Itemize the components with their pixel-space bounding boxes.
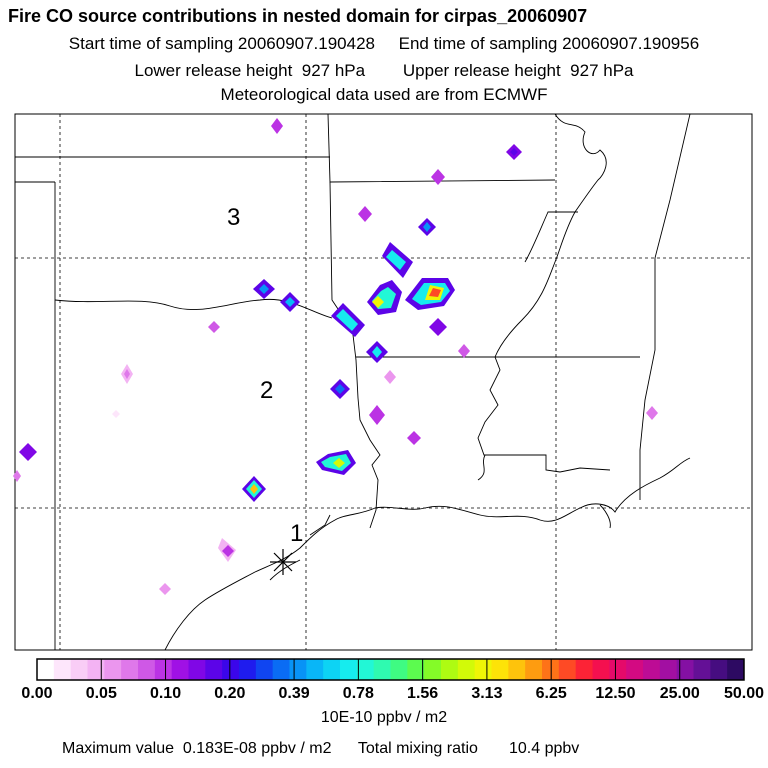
plume-cell [316,450,356,475]
colorbar-cell [727,659,745,680]
colorbar-cell [154,659,173,680]
colorbar-cell [508,659,526,680]
plume-cell [330,379,350,399]
colorbar-cell [188,659,206,680]
colorbar-cell [525,659,543,680]
colorbar-cell [609,659,627,680]
summary-line: Maximum value 0.183E-08 ppbv / m2 Total … [62,740,580,757]
plume-cell [646,406,658,420]
colorbar-cell [407,659,425,680]
colorbar-tick-label: 1.56 [407,685,439,702]
colorbar-cell [356,659,375,680]
plume-cell [19,443,37,461]
plume-cell [506,144,522,160]
plume-cell [159,583,171,595]
colorbar-cell [424,659,442,680]
colorbar-cell [441,659,459,680]
lat-lon-gridlines [15,114,752,650]
colorbar-cell [255,659,274,680]
plume-cell [405,278,455,310]
colorbar-tick-label: 3.13 [471,685,503,702]
source-contributions [13,118,658,595]
plot-title: Fire CO source contributions in nested d… [8,6,588,26]
plume-cell [382,242,413,278]
plume-cell [431,169,445,185]
colorbar-cell [340,659,358,680]
colorbar-tick-label: 50.00 [723,685,765,702]
colorbar-cell [693,659,711,680]
region-label-2: 2 [260,377,273,404]
met-data-line: Meteorological data used are from ECMWF [220,85,548,104]
map-frame [14,113,753,651]
colorbar-cell [239,659,257,680]
plume-cell [121,364,133,384]
colorbar-cell [643,659,661,680]
colorbar-cell [306,659,324,680]
region-label-3: 3 [227,204,240,231]
colorbar-cell [289,659,307,680]
plume-cell [358,206,372,222]
colorbar-tick-label: 0.39 [278,685,310,702]
plume-cell [253,279,275,299]
colorbar-cell [323,659,341,680]
colorbar-cell [272,659,290,680]
colorbar-cell [53,659,72,680]
colorbar-cell [37,659,55,680]
plume-cell [369,405,385,425]
plume-cell [13,470,21,482]
colorbar-cell [390,659,408,680]
colorbar-tick-label: 0.20 [214,685,246,702]
state-borders [15,114,691,650]
colorbar-cell [710,659,728,680]
colorbar-units: 10E-10 ppbv / m2 [320,709,448,726]
colorbar-cell [70,659,88,680]
colorbar-cell [171,659,189,680]
plume-cell [384,370,396,384]
colorbar-tick-label: 25.00 [659,685,700,702]
release-height-line: Lower release height 927 hPa Upper relea… [134,61,634,80]
plume-cell [367,280,402,315]
colorbar-cell [457,659,476,680]
region-label-1: 1 [290,520,303,547]
colorbar-cell [104,659,122,680]
colorbar-cell [592,659,610,680]
plume-cell [208,321,220,333]
colorbar-cell [659,659,678,680]
colorbar-cell [575,659,593,680]
plume-cell [271,118,283,134]
colorbar-cell [121,659,139,680]
colorbar-cell [474,659,492,680]
colorbar-tick-label: 0.05 [85,685,117,702]
colorbar-cell [491,659,509,680]
colorbar-tick-label: 0.10 [149,685,182,702]
plume-cell [112,410,120,418]
colorbar-cell [676,659,694,680]
plume-cell [280,292,300,312]
colorbar-cell [558,659,577,680]
colorbar-cell [542,659,560,680]
colorbar-tick-label: 0.00 [21,685,53,702]
colorbar-cell [205,659,223,680]
colorbar-cell [138,659,156,680]
plume-cell [429,318,447,336]
plume-cell [418,218,436,236]
colorbar-cell [373,659,391,680]
release-site-marker [270,549,296,575]
plume-cell [331,303,365,337]
plume-cell [366,341,388,363]
plume-cell [458,344,470,358]
plume-cell [218,538,236,562]
colorbar-tick-label: 12.50 [595,685,636,702]
plume-cell [242,476,266,502]
colorbar-cell [626,659,644,680]
colorbar-cell [222,659,240,680]
colorbar-tick-label: 0.78 [342,685,374,702]
colorbar-cell [87,659,105,680]
sampling-time-line: Start time of sampling 20060907.190428 E… [68,34,700,53]
colorbar-tick-label: 6.25 [535,685,567,702]
plume-cell [407,431,421,445]
